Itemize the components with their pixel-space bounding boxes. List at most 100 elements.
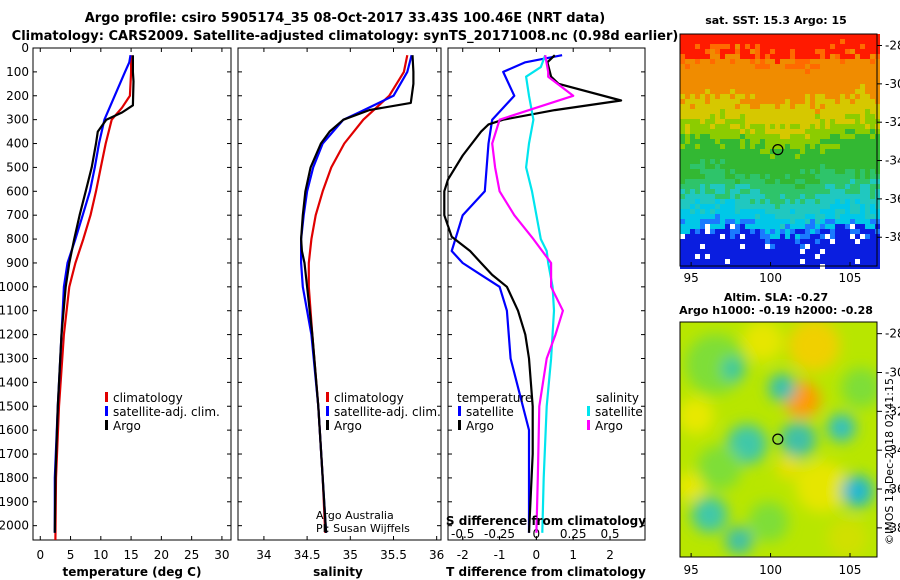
sst-cell: [855, 129, 860, 134]
sst-cell: [725, 64, 730, 69]
sst-cell: [700, 74, 705, 79]
sst-cell: [855, 34, 860, 39]
sst-cell: [740, 139, 745, 144]
sst-cell: [850, 54, 855, 59]
sst-cell: [840, 249, 845, 254]
legend-temp-satellite: satellite-adj. clim.: [113, 405, 220, 419]
sst-cell: [690, 54, 695, 59]
sst-cell: [705, 54, 710, 59]
sst-cell: [825, 189, 830, 194]
sst-cell: [830, 119, 835, 124]
sst-cell: [790, 179, 795, 184]
sst-cell: [845, 214, 850, 219]
sst-cell: [790, 254, 795, 259]
sst-cell: [790, 209, 795, 214]
sst-cell: [765, 74, 770, 79]
sst-cell: [795, 189, 800, 194]
sst-cell: [750, 194, 755, 199]
sst-cell: [860, 219, 865, 224]
sst-cell: [860, 259, 865, 264]
sst-cell: [805, 169, 810, 174]
sst-cell: [835, 139, 840, 144]
sst-cell: [820, 149, 825, 154]
sst-cell: [865, 59, 870, 64]
sst-cell: [720, 239, 725, 244]
sst-cell: [710, 129, 715, 134]
sst-cell: [840, 189, 845, 194]
sst-cell: [765, 124, 770, 129]
sst-cell: [865, 159, 870, 164]
sst-cell: [860, 49, 865, 54]
lat-tick-label: -36: [885, 192, 900, 206]
sst-cell: [700, 49, 705, 54]
sst-cell: [695, 254, 700, 259]
sst-cell: [690, 64, 695, 69]
sst-cell: [685, 64, 690, 69]
sst-cell: [810, 249, 815, 254]
sst-cell: [700, 139, 705, 144]
sst-cell: [800, 114, 805, 119]
sst-cell: [710, 174, 715, 179]
sst-cell: [770, 214, 775, 219]
sst-cell: [840, 89, 845, 94]
sst-cell: [755, 139, 760, 144]
sst-cell: [710, 199, 715, 204]
sst-cell: [745, 149, 750, 154]
sst-cell: [725, 199, 730, 204]
sst-cell: [780, 124, 785, 129]
sst-cell: [750, 184, 755, 189]
sst-cell: [805, 59, 810, 64]
sst-cell: [785, 184, 790, 189]
sst-cell: [685, 134, 690, 139]
sst-cell: [725, 54, 730, 59]
sst-cell: [715, 39, 720, 44]
sst-cell: [730, 59, 735, 64]
sst-cell: [775, 79, 780, 84]
sst-cell: [790, 234, 795, 239]
sst-cell: [735, 249, 740, 254]
sst-cell: [810, 44, 815, 49]
sst-cell: [770, 219, 775, 224]
sst-cell: [865, 259, 870, 264]
sst-cell: [815, 239, 820, 244]
sst-cell: [840, 234, 845, 239]
sst-cell: [755, 144, 760, 149]
sst-cell: [820, 49, 825, 54]
sst-cell: [845, 134, 850, 139]
sst-cell: [820, 199, 825, 204]
sst-cell: [870, 89, 875, 94]
sst-cell: [690, 234, 695, 239]
sst-cell: [770, 74, 775, 79]
sst-cell: [775, 99, 780, 104]
sst-cell: [850, 189, 855, 194]
sst-cell: [730, 219, 735, 224]
sst-cell: [710, 134, 715, 139]
x-tick-label: 1: [569, 548, 577, 562]
sst-cell: [805, 39, 810, 44]
sst-cell: [850, 59, 855, 64]
sst-cell: [805, 84, 810, 89]
sst-cell: [785, 74, 790, 79]
sst-cell: [815, 219, 820, 224]
sst-cell: [740, 144, 745, 149]
sst-cell: [780, 214, 785, 219]
sst-cell: [770, 209, 775, 214]
sst-cell: [720, 254, 725, 259]
sst-cell: [815, 189, 820, 194]
sst-cell: [710, 224, 715, 229]
sst-cell: [725, 69, 730, 74]
sst-cell: [770, 114, 775, 119]
sst-cell: [825, 139, 830, 144]
sst-cell: [700, 44, 705, 49]
sst-cell: [850, 234, 855, 239]
sst-cell: [695, 144, 700, 149]
sst-cell: [825, 219, 830, 224]
sst-cell: [715, 169, 720, 174]
sst-cell: [845, 124, 850, 129]
sst-cell: [755, 129, 760, 134]
sst-cell: [740, 194, 745, 199]
sst-cell: [790, 154, 795, 159]
sst-cell: [845, 39, 850, 44]
sst-cell: [835, 174, 840, 179]
sst-cell: [690, 79, 695, 84]
